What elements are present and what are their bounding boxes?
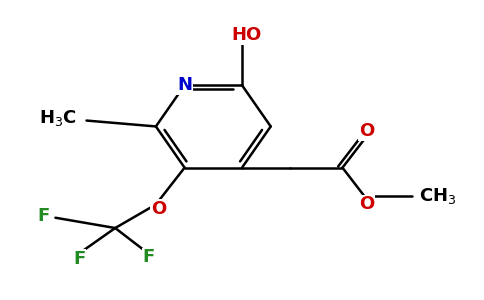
Text: F: F	[143, 248, 155, 266]
Text: O: O	[359, 196, 374, 214]
Text: N: N	[177, 76, 192, 94]
Text: F: F	[37, 207, 49, 225]
Text: F: F	[73, 250, 86, 268]
Text: HO: HO	[232, 26, 262, 44]
Text: O: O	[359, 122, 374, 140]
Text: H$_3$C: H$_3$C	[39, 108, 77, 127]
Text: O: O	[151, 200, 166, 218]
Text: CH$_3$: CH$_3$	[419, 186, 456, 206]
